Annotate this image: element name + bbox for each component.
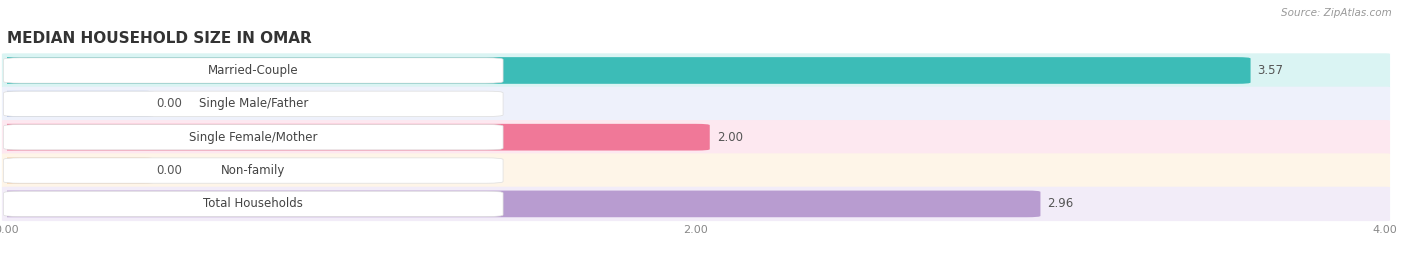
Text: 2.96: 2.96 [1047, 197, 1074, 210]
Text: Single Female/Mother: Single Female/Mother [188, 131, 318, 144]
FancyBboxPatch shape [0, 91, 153, 117]
FancyBboxPatch shape [4, 58, 503, 83]
FancyBboxPatch shape [4, 191, 503, 217]
FancyBboxPatch shape [1, 53, 1391, 88]
Text: 0.00: 0.00 [156, 97, 181, 110]
Text: 0.00: 0.00 [156, 164, 181, 177]
FancyBboxPatch shape [1, 120, 1391, 154]
Text: Married-Couple: Married-Couple [208, 64, 298, 77]
FancyBboxPatch shape [4, 125, 503, 150]
FancyBboxPatch shape [0, 124, 710, 151]
Text: MEDIAN HOUSEHOLD SIZE IN OMAR: MEDIAN HOUSEHOLD SIZE IN OMAR [7, 31, 312, 46]
FancyBboxPatch shape [0, 190, 1040, 217]
FancyBboxPatch shape [1, 87, 1391, 121]
FancyBboxPatch shape [1, 153, 1391, 188]
Text: 3.57: 3.57 [1257, 64, 1284, 77]
FancyBboxPatch shape [4, 91, 503, 116]
Text: Single Male/Father: Single Male/Father [198, 97, 308, 110]
Text: 2.00: 2.00 [717, 131, 742, 144]
Text: Total Households: Total Households [204, 197, 304, 210]
FancyBboxPatch shape [1, 187, 1391, 221]
FancyBboxPatch shape [4, 158, 503, 183]
Text: Source: ZipAtlas.com: Source: ZipAtlas.com [1281, 8, 1392, 18]
FancyBboxPatch shape [0, 158, 153, 183]
Text: Non-family: Non-family [221, 164, 285, 177]
FancyBboxPatch shape [0, 57, 1250, 84]
